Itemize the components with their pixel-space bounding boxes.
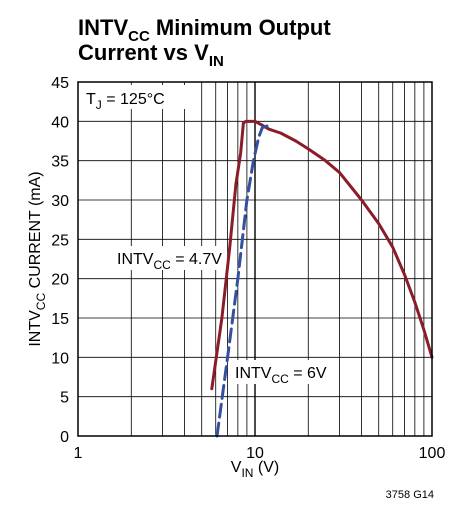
y-tick-label: 0: [60, 429, 69, 446]
series-line-1: [210, 119, 434, 391]
series-label-2-background: [232, 360, 326, 384]
figure-code: 3758 G14: [386, 489, 434, 501]
plot-frame: [77, 81, 433, 437]
chart-title-line-1: INTVCC Minimum Output: [78, 15, 331, 45]
y-tick-label: 5: [60, 390, 69, 407]
x-axis-label: VIN (V): [231, 459, 279, 480]
curves: [210, 119, 434, 438]
x-tick-labels: 1 10 100: [74, 445, 446, 462]
y-tick-label: 45: [51, 75, 69, 92]
x-tick-label: 10: [246, 445, 264, 462]
y-tick-labels: 0 5 10 15 20 25 30 35 40 45: [51, 75, 69, 446]
y-tick-label: 25: [51, 232, 69, 249]
x-tick-label: 1: [74, 445, 83, 462]
y-tick-label: 20: [51, 272, 69, 289]
x-tick-label: 100: [419, 445, 446, 462]
y-tick-label: 40: [51, 114, 69, 131]
condition-label: TJ = 125°C: [86, 91, 165, 112]
y-tick-label: 15: [51, 311, 69, 328]
y-tick-label: 35: [51, 154, 69, 171]
condition-background: [80, 85, 190, 109]
y-axis-label: INTVCC CURRENT (mA): [27, 171, 48, 346]
y-tick-label: 10: [51, 350, 69, 367]
series-line-2: [215, 123, 271, 438]
series-label-2: INTVCC = 6V: [235, 365, 327, 386]
series-label-1-background: [114, 246, 224, 270]
chart-title-line-2: Current vs VIN: [78, 40, 224, 70]
series-label-1: INTVCC = 4.7V: [117, 251, 222, 272]
y-tick-label: 30: [51, 193, 69, 210]
